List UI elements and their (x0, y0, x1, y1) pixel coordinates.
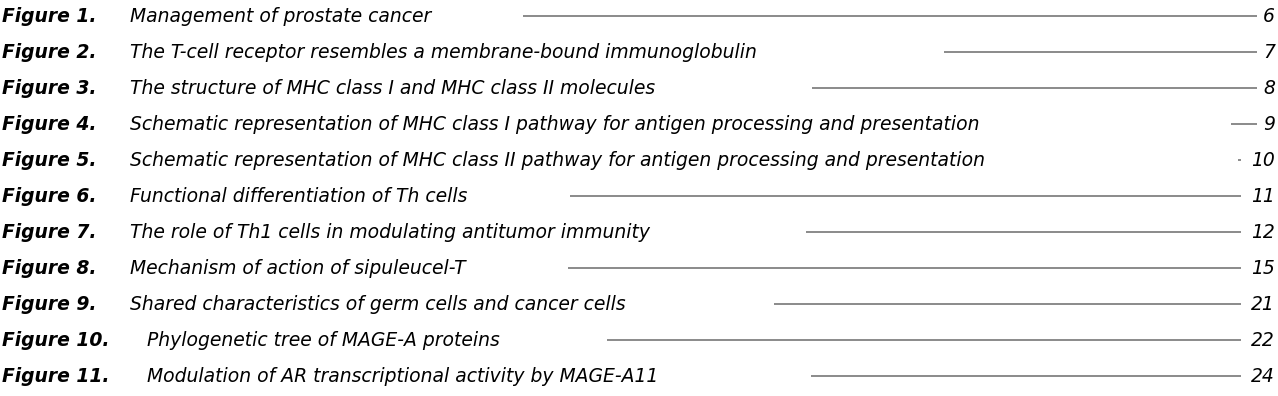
Text: Schematic representation of MHC class I pathway for antigen processing and prese: Schematic representation of MHC class I … (124, 114, 979, 133)
Text: Figure 2.: Figure 2. (3, 42, 97, 61)
Text: The role of Th1 cells in modulating antitumor immunity: The role of Th1 cells in modulating anti… (124, 223, 651, 242)
Text: Shared characteristics of germ cells and cancer cells: Shared characteristics of germ cells and… (124, 295, 625, 314)
Text: 7: 7 (1263, 42, 1275, 61)
Text: Figure 7.: Figure 7. (3, 223, 97, 242)
Text: 21: 21 (1251, 295, 1275, 314)
Text: 10: 10 (1251, 150, 1275, 169)
Text: 22: 22 (1251, 331, 1275, 350)
Text: 9: 9 (1263, 114, 1275, 133)
Text: Figure 5.: Figure 5. (3, 150, 97, 169)
Text: Phylogenetic tree of MAGE-A proteins: Phylogenetic tree of MAGE-A proteins (141, 331, 500, 350)
Text: The structure of MHC class I and MHC class II molecules: The structure of MHC class I and MHC cla… (124, 78, 656, 97)
Text: 12: 12 (1251, 223, 1275, 242)
Text: 24: 24 (1251, 367, 1275, 385)
Text: Functional differentiation of Th cells: Functional differentiation of Th cells (124, 187, 468, 206)
Text: Figure 8.: Figure 8. (3, 259, 97, 278)
Text: Figure 3.: Figure 3. (3, 78, 97, 97)
Text: Modulation of AR transcriptional activity by MAGE-A11: Modulation of AR transcriptional activit… (141, 367, 658, 385)
Text: 11: 11 (1251, 187, 1275, 206)
Text: Figure 4.: Figure 4. (3, 114, 97, 133)
Text: 15: 15 (1251, 259, 1275, 278)
Text: Figure 9.: Figure 9. (3, 295, 97, 314)
Text: 6: 6 (1263, 6, 1275, 25)
Text: Figure 1.: Figure 1. (3, 6, 97, 25)
Text: Figure 10.: Figure 10. (3, 331, 110, 350)
Text: Figure 6.: Figure 6. (3, 187, 97, 206)
Text: 8: 8 (1263, 78, 1275, 97)
Text: Figure 11.: Figure 11. (3, 367, 110, 385)
Text: Schematic representation of MHC class II pathway for antigen processing and pres: Schematic representation of MHC class II… (124, 150, 985, 169)
Text: Management of prostate cancer: Management of prostate cancer (124, 6, 431, 25)
Text: Mechanism of action of sipuleucel-T: Mechanism of action of sipuleucel-T (124, 259, 465, 278)
Text: The T-cell receptor resembles a membrane-bound immunoglobulin: The T-cell receptor resembles a membrane… (124, 42, 757, 61)
